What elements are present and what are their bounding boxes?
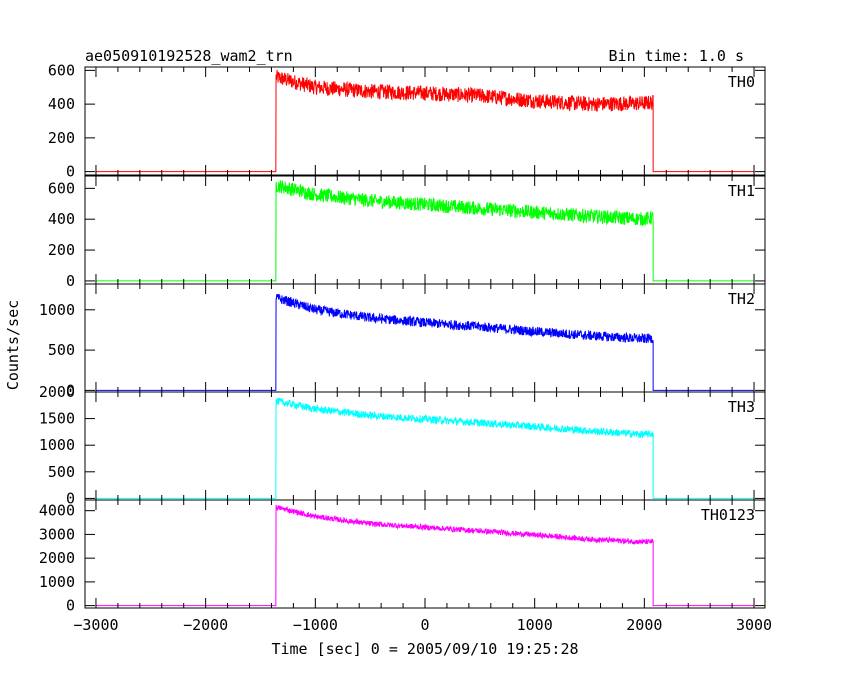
y-tick-label: 200 (48, 129, 75, 147)
series-line-th2 (95, 293, 755, 391)
panel-th3: 0 500 1000 1500 2000 TH3 (39, 383, 766, 507)
panel-frame (84, 175, 766, 285)
y-tick-label: 1000 (39, 573, 75, 591)
panel-th1: 0 200 400 600 TH1 (48, 175, 766, 290)
panel-label: TH1 (728, 182, 755, 200)
y-tick-label: 1000 (39, 436, 75, 454)
x-tick-label: 3000 (736, 616, 772, 634)
panels-group: 0 200 400 600 TH0 0 200 400 600 TH1 0 500 1000 TH2 0 50… (39, 61, 772, 634)
y-tick-label: 1500 (39, 410, 75, 428)
panel-frame (84, 499, 766, 609)
y-tick-label: 400 (48, 95, 75, 113)
y-tick-label: 2000 (39, 383, 75, 401)
y-tick-label: 0 (66, 163, 75, 181)
y-tick-label: 2000 (39, 549, 75, 567)
x-tick-label: −2000 (183, 616, 228, 634)
x-tick-label: 1000 (517, 616, 553, 634)
panel-label: TH0123 (701, 506, 755, 524)
y-tick-label: 500 (48, 341, 75, 359)
panel-label: TH2 (728, 290, 755, 308)
y-tick-label: 600 (48, 179, 75, 197)
y-tick-label: 0 (66, 597, 75, 615)
y-tick-label: 500 (48, 463, 75, 481)
x-tick-label: 2000 (626, 616, 662, 634)
chart-title: ae050910192528_wam2_trn (85, 47, 293, 65)
panel-frame (84, 66, 766, 176)
panel-label: TH0 (728, 73, 755, 91)
panel-th0: 0 200 400 600 TH0 (48, 61, 766, 181)
series-line-th3 (95, 397, 755, 499)
y-tick-label: 3000 (39, 525, 75, 543)
panel-frame (84, 283, 766, 393)
panel-th0123: 0 1000 2000 3000 4000 TH0123 (39, 499, 766, 615)
panel-label: TH3 (728, 398, 755, 416)
series-line-th0123 (95, 504, 755, 607)
y-tick-label: 200 (48, 241, 75, 259)
y-tick-label: 0 (66, 381, 75, 399)
x-tick-label: −3000 (73, 616, 118, 634)
y-tick-label: 400 (48, 210, 75, 228)
y-tick-label: 0 (66, 489, 75, 507)
y-tick-label: 600 (48, 61, 75, 79)
panel-th2: 0 500 1000 TH2 (39, 283, 766, 399)
y-tick-label: 1000 (39, 301, 75, 319)
series-line-th1 (95, 180, 755, 282)
x-tick-label: −1000 (293, 616, 338, 634)
panel-frame (84, 391, 766, 501)
y-tick-label: 0 (66, 272, 75, 290)
x-axis-label: Time [sec] 0 = 2005/09/10 19:25:28 (271, 640, 578, 658)
x-tick-label: 0 (420, 616, 429, 634)
bin-time-label: Bin time: 1.0 s (609, 47, 744, 65)
y-axis-label: Counts/sec (4, 300, 22, 390)
series-line-th0 (95, 69, 755, 173)
y-tick-label: 4000 (39, 502, 75, 520)
